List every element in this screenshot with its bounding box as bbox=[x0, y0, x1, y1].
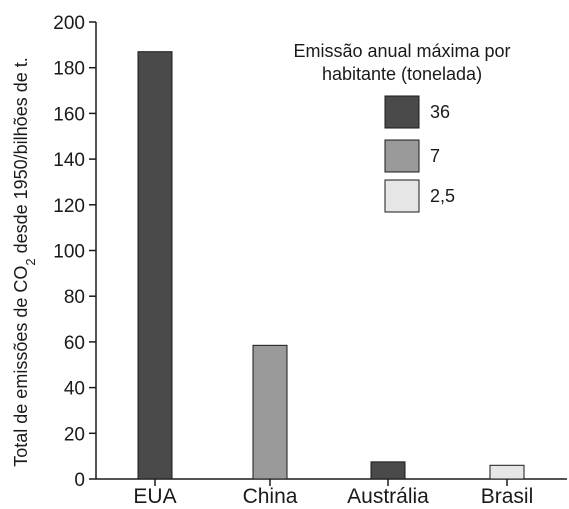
legend: Emissão anual máxima por habitante (tone… bbox=[293, 41, 511, 213]
legend-swatch-0 bbox=[384, 95, 420, 129]
x-tick-label: EUA bbox=[133, 485, 176, 508]
y-tick-label: 140 bbox=[53, 150, 85, 171]
y-ticks: 0 20 40 60 80 100 120 140 160 180 200 bbox=[53, 13, 96, 491]
legend-label-2: 2,5 bbox=[430, 186, 455, 206]
y-tick-label: 40 bbox=[64, 379, 85, 400]
legend-swatch-2 bbox=[384, 179, 420, 213]
legend-title-line1: Emissão anual máxima por bbox=[293, 41, 510, 61]
legend-swatch-1 bbox=[384, 139, 420, 173]
bar-3 bbox=[489, 464, 525, 480]
x-tick-label: Austrália bbox=[347, 485, 429, 508]
y-tick-label: 20 bbox=[64, 424, 85, 445]
y-tick-label: 160 bbox=[53, 104, 85, 125]
x-tick-label: Brasil bbox=[481, 485, 534, 508]
y-tick-label: 120 bbox=[53, 196, 85, 217]
bars bbox=[137, 51, 525, 480]
legend-label-0: 36 bbox=[430, 102, 450, 122]
y-axis-label: Total de emissões de CO2 desde 1950/bilh… bbox=[11, 57, 38, 466]
y-tick-label: 100 bbox=[53, 242, 85, 263]
x-tick-label: China bbox=[243, 485, 298, 508]
y-tick-label: 180 bbox=[53, 59, 85, 80]
bar-0 bbox=[137, 51, 173, 480]
x-ticks: EUA China Austrália Brasil bbox=[133, 479, 533, 508]
bar-2 bbox=[370, 461, 406, 480]
bar-1 bbox=[252, 344, 288, 480]
y-tick-label: 200 bbox=[53, 13, 85, 34]
y-tick-label: 0 bbox=[74, 470, 85, 491]
legend-label-1: 7 bbox=[430, 146, 440, 166]
y-tick-label: 80 bbox=[64, 287, 85, 308]
y-tick-label: 60 bbox=[64, 333, 85, 354]
legend-title-line2: habitante (tonelada) bbox=[322, 64, 482, 84]
